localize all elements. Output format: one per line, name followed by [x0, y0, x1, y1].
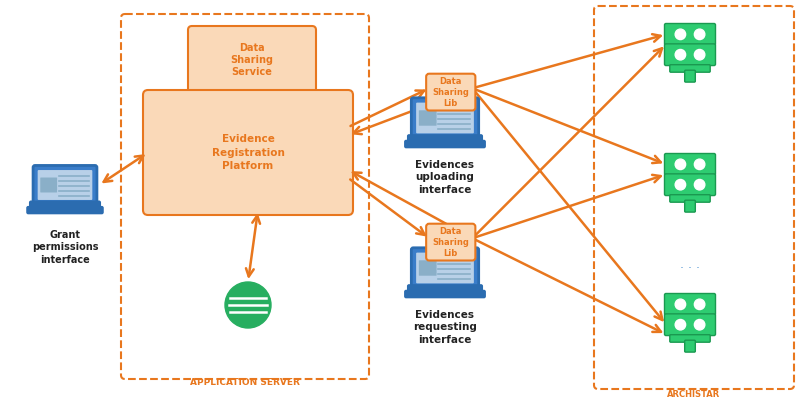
Circle shape: [694, 159, 705, 170]
FancyBboxPatch shape: [411, 248, 478, 288]
Circle shape: [694, 49, 705, 60]
FancyBboxPatch shape: [408, 285, 482, 293]
FancyBboxPatch shape: [685, 200, 695, 212]
Circle shape: [675, 159, 686, 170]
FancyBboxPatch shape: [670, 195, 710, 202]
Circle shape: [694, 320, 705, 330]
FancyBboxPatch shape: [143, 90, 353, 215]
Text: APPLICATION SERVER: APPLICATION SERVER: [190, 378, 300, 387]
Text: Evidences
uploading
interface: Evidences uploading interface: [415, 160, 474, 195]
FancyBboxPatch shape: [405, 141, 485, 147]
Circle shape: [225, 282, 271, 328]
Text: Data
Sharing
Service: Data Sharing Service: [230, 43, 274, 77]
FancyBboxPatch shape: [670, 335, 710, 342]
Text: Data
Sharing
Lib: Data Sharing Lib: [432, 226, 469, 258]
FancyBboxPatch shape: [665, 174, 715, 195]
FancyBboxPatch shape: [416, 103, 474, 133]
Circle shape: [694, 299, 705, 310]
Circle shape: [675, 179, 686, 190]
Text: ARCHISTAR
STORAGE SYSTEM: ARCHISTAR STORAGE SYSTEM: [651, 390, 737, 398]
FancyBboxPatch shape: [419, 260, 437, 276]
FancyBboxPatch shape: [665, 314, 715, 336]
Circle shape: [675, 49, 686, 60]
Circle shape: [675, 299, 686, 310]
Text: Evidences
requesting
interface: Evidences requesting interface: [413, 310, 477, 345]
FancyBboxPatch shape: [670, 65, 710, 72]
Circle shape: [694, 179, 705, 190]
FancyBboxPatch shape: [419, 110, 437, 126]
FancyBboxPatch shape: [665, 23, 715, 45]
FancyBboxPatch shape: [188, 26, 316, 94]
Circle shape: [675, 29, 686, 39]
Text: Evidence
Registration
Platform: Evidence Registration Platform: [211, 134, 285, 171]
FancyBboxPatch shape: [426, 74, 475, 111]
FancyBboxPatch shape: [27, 207, 102, 213]
FancyBboxPatch shape: [665, 44, 715, 66]
FancyBboxPatch shape: [408, 135, 482, 143]
Circle shape: [694, 29, 705, 39]
FancyBboxPatch shape: [411, 98, 478, 138]
FancyBboxPatch shape: [416, 253, 474, 283]
FancyBboxPatch shape: [33, 166, 97, 205]
Text: Data
Sharing
Lib: Data Sharing Lib: [432, 76, 469, 108]
FancyBboxPatch shape: [665, 154, 715, 175]
FancyBboxPatch shape: [426, 224, 475, 261]
Circle shape: [675, 320, 686, 330]
FancyBboxPatch shape: [685, 70, 695, 82]
Text: . . .: . . .: [680, 258, 700, 271]
FancyBboxPatch shape: [405, 291, 485, 297]
FancyBboxPatch shape: [665, 293, 715, 315]
FancyBboxPatch shape: [30, 201, 100, 209]
FancyBboxPatch shape: [40, 178, 57, 193]
FancyBboxPatch shape: [38, 170, 92, 200]
FancyBboxPatch shape: [685, 340, 695, 352]
Text: Grant
permissions
interface: Grant permissions interface: [32, 230, 98, 265]
